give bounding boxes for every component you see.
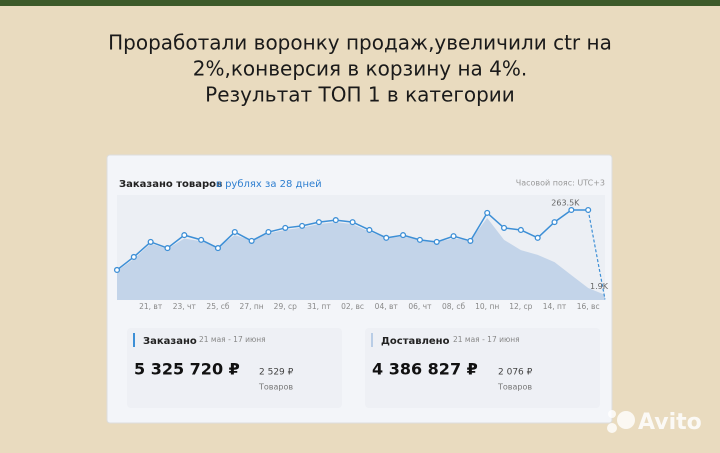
x-tick-label: 08, сб xyxy=(442,302,465,311)
stat-panel xyxy=(365,328,600,408)
ordered-point xyxy=(585,206,592,214)
ordered-point xyxy=(416,236,423,243)
ordered-point xyxy=(315,219,322,226)
annotation: 1.9K xyxy=(590,282,609,291)
widget-title: Заказано товаров xyxy=(119,179,222,190)
x-tick-label: 25, сб xyxy=(206,302,229,311)
ordered-point xyxy=(534,234,541,241)
ordered-point xyxy=(551,219,558,226)
ordered-point xyxy=(484,209,491,216)
ordered-point xyxy=(265,228,272,236)
ordered-point xyxy=(433,238,440,245)
ordered-point xyxy=(332,217,339,224)
title-line: Результат ТОП 1 в категории xyxy=(205,83,515,107)
x-tick-label: 21, вт xyxy=(139,302,163,311)
title-line: Проработали воронку продаж,увеличили ctr… xyxy=(108,31,612,55)
ordered-point xyxy=(130,253,137,261)
ordered-point xyxy=(517,226,524,234)
x-tick-label: 02, вс xyxy=(341,302,364,311)
x-tick-label: 27, пн xyxy=(240,302,264,311)
ordered-line-tail xyxy=(587,209,606,300)
ordered-point xyxy=(383,234,390,241)
x-tick-label: 14, пт xyxy=(543,302,567,311)
ordered-point xyxy=(198,236,205,243)
timezone: Часовой пояс: UTC+3 xyxy=(516,179,605,188)
title-line: 2%,конверсия в корзину на 4%. xyxy=(193,57,527,81)
stat-amount: 4 386 827 ₽ xyxy=(372,360,478,379)
x-tick-label: 04, вт xyxy=(375,302,399,311)
top-border xyxy=(0,0,720,6)
stat-unit: Товаров xyxy=(497,383,532,392)
ordered-point xyxy=(467,237,474,244)
logo: Avito xyxy=(607,410,702,435)
ordered-point xyxy=(181,232,188,239)
stat-avg: 2 529 ₽ xyxy=(259,368,294,378)
delivered-area xyxy=(117,218,605,300)
widget-period[interactable]: в рублях за 28 дней xyxy=(216,179,322,190)
ordered-point xyxy=(282,224,289,231)
annotation: 263.5K xyxy=(551,199,580,208)
x-tick-label: 31, пт xyxy=(307,302,331,311)
stat-period: 21 мая - 17 июня xyxy=(199,335,266,344)
ordered-point xyxy=(450,233,457,240)
stat-panel xyxy=(127,328,342,408)
ordered-point xyxy=(164,245,171,252)
ordered-point xyxy=(248,237,255,244)
x-tick-label: 23, чт xyxy=(173,302,197,311)
ordered-point xyxy=(568,206,575,214)
logo-text: Avito xyxy=(638,410,702,435)
ordered-point xyxy=(299,222,306,229)
stat-amount: 5 325 720 ₽ xyxy=(134,360,240,379)
stat-period: 21 мая - 17 июня xyxy=(453,335,520,344)
ordered-point xyxy=(349,219,356,226)
stat-avg: 2 076 ₽ xyxy=(498,368,533,378)
ordered-point xyxy=(113,266,121,273)
stat-marker xyxy=(371,333,373,347)
x-tick-label: 10, пн xyxy=(475,302,499,311)
ordered-point xyxy=(147,238,154,245)
stat-name: Заказано xyxy=(143,336,197,347)
ordered-point xyxy=(366,226,373,234)
ordered-point xyxy=(500,224,508,231)
x-tick-label: 16, вс xyxy=(577,302,600,311)
x-tick-label: 12, ср xyxy=(509,302,532,311)
ordered-point xyxy=(231,228,238,236)
x-tick-label: 29, ср xyxy=(274,302,297,311)
x-tick-label: 06, чт xyxy=(408,302,432,311)
stat-marker xyxy=(133,333,135,347)
ordered-point xyxy=(214,245,222,252)
stat-unit: Товаров xyxy=(258,383,293,392)
ordered-point xyxy=(400,232,407,239)
stat-name: Доставлено xyxy=(381,336,450,347)
